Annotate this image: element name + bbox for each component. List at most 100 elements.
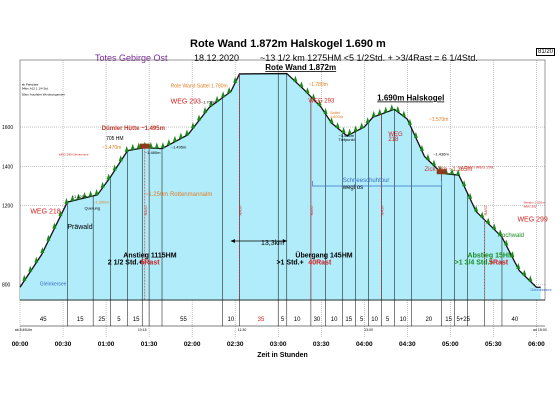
tree-icon (371, 110, 376, 117)
arrow-head-right (282, 239, 287, 244)
x-tick-label: 06:00 (528, 341, 545, 348)
x-tick-label: 03:30 (313, 341, 330, 348)
x-tick-label: 04:30 (399, 341, 416, 348)
annotation-label: ~1.200m (93, 200, 109, 205)
segment-minutes-label: 55 (180, 317, 187, 323)
tree-icon (468, 192, 473, 199)
annotation-label: ~1.220m (72, 194, 88, 199)
tree-icon (76, 193, 81, 200)
rast-label: RAST (309, 204, 314, 215)
tree-icon (106, 173, 111, 180)
segment-minutes-label: 10 (228, 317, 235, 323)
segment-minutes-label: 5 (281, 317, 285, 323)
x-tick-label: 00:30 (55, 341, 72, 348)
x-tick-label: 03:00 (270, 341, 287, 348)
annotation-label: Schneeschuhtour (343, 178, 390, 184)
segment-minutes-label: 35 (258, 317, 265, 323)
tree-icon (341, 127, 346, 134)
tree-icon (154, 142, 159, 149)
annotation-label: WEG 299 Gleinkersee (59, 153, 89, 157)
tree-icon (486, 217, 491, 224)
tree-icon (160, 142, 165, 149)
y-tick-label: 800 (2, 282, 11, 288)
tree-icon (233, 76, 238, 83)
annotation-label: Gleinkersee (40, 281, 67, 287)
tree-icon (323, 107, 328, 114)
tree-icon (197, 114, 202, 121)
region-title: Totes Gebirge Ost (95, 53, 168, 63)
tree-icon (456, 169, 461, 176)
page-number: 81/20 (536, 48, 556, 56)
y-tick-label: 1600 (2, 125, 13, 131)
tree-icon (172, 135, 177, 142)
x-tick-label: 04:00 (356, 341, 373, 348)
tree-icon (353, 125, 358, 132)
tree-icon (510, 251, 515, 258)
tree-icon (209, 100, 214, 107)
rast-label: RAST (379, 204, 384, 215)
segment-minutes-label: 45 (40, 317, 47, 323)
annotation-label: ~1.700m (201, 99, 217, 104)
tree-icon (419, 144, 424, 151)
annotation-label: 1.690m Halskogel (377, 93, 444, 102)
rast-label: RAST (237, 204, 242, 215)
annotation-label: Dümler Hütte ~1.495m (102, 126, 165, 132)
segment-minutes-label: 10 (400, 317, 407, 323)
tree-icon (28, 265, 33, 272)
tree-icon (34, 256, 39, 263)
y-tick-label: 1200 (2, 204, 13, 210)
annotation-label: ~1.555m (338, 133, 354, 138)
tree-icon (299, 81, 304, 88)
annotation-label: ~1.360m WEG 299 (459, 164, 494, 169)
annotation-label: ~1.250m Rottenmannalm (145, 192, 213, 198)
annotation-label: 40Rast (308, 260, 332, 267)
x-tick-label: 05:00 (442, 341, 459, 348)
annotation-label: wegl os (342, 185, 363, 191)
annotation-label: Präwald (67, 224, 92, 231)
tree-icon (329, 117, 334, 124)
tree-icon (317, 99, 322, 106)
annotation-label: Zick Alm ~1.365m (425, 167, 473, 173)
segment-minutes-label: 20 (425, 317, 432, 323)
tree-icon (118, 155, 123, 162)
segment-minutes-label: 30 (314, 317, 321, 323)
segment-minutes-label: 40 (512, 317, 519, 323)
tree-icon (516, 262, 521, 269)
rast-markers: RAST RAST RAST RAST RAST (139, 73, 488, 300)
time-mark-label: 13:00 (364, 328, 373, 332)
tree-icon (221, 91, 226, 98)
annotation-label: ~1.495m (171, 145, 187, 150)
tree-icon (166, 138, 171, 145)
axes: 800 1200 1400 1600 00:00 00:30 01:00 01:30 02:00… (2, 125, 547, 359)
tree-icon (335, 122, 340, 129)
annotation-label: Querung (85, 206, 101, 211)
segment-minutes-label: 5 (117, 317, 121, 323)
tree-icon (112, 164, 117, 171)
segment-minutes-label: 15 (445, 317, 452, 323)
hut-icon (436, 169, 447, 175)
annotation-label: Hochwald (498, 233, 524, 239)
x-tick-label: 01:00 (98, 341, 115, 348)
annotation-label: 92km Autofahrt Windischgarsten (22, 93, 66, 97)
annotation-label: Gleinkersee (530, 287, 552, 292)
tree-icon (450, 168, 455, 175)
tree-icon (480, 211, 485, 218)
annotation-label: ~1.780m (308, 82, 328, 88)
annotation-label: ab Parkplatz (22, 83, 39, 87)
annotation-label: 5Rast (140, 260, 160, 267)
segment-minutes-label: 5+25 (456, 317, 470, 323)
time-mark-label: ab 8:45Uhr (15, 328, 33, 332)
annotation-label: Seealm 1.530m (523, 201, 545, 205)
tree-icon (88, 190, 93, 197)
tree-icon (190, 122, 195, 129)
tree-icon (203, 106, 208, 113)
annotation-label: Rote Wand 1.872m (265, 63, 336, 72)
tree-icon (492, 223, 497, 230)
tree-icon (395, 105, 400, 112)
tree-icon (383, 106, 388, 113)
tour-stats: ~13 1/2 km 1275HM <5 1/2Std. + >3/4Rast … (260, 53, 478, 63)
annotations: Rote Wand 1.872m 1.690m Halskogel WEG 293 W… (22, 63, 553, 292)
segment-minutes-label: 10 (294, 317, 301, 323)
tree-icon (227, 86, 232, 93)
annotation-label: >1 Std.+ (276, 260, 303, 267)
